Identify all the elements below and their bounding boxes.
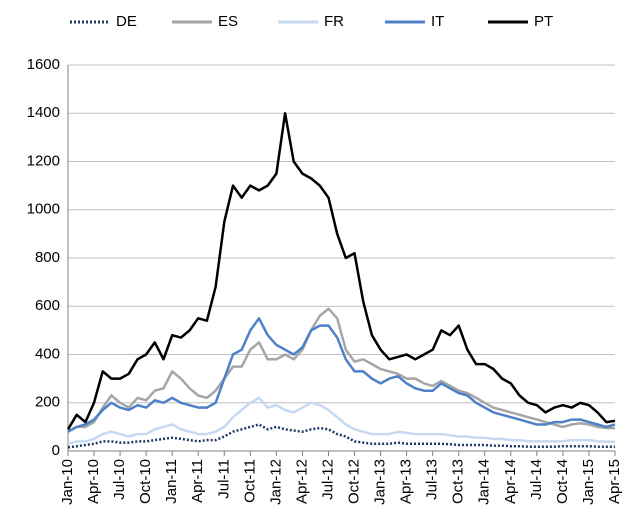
series-line	[67, 307, 615, 433]
series-line	[67, 396, 615, 446]
x-tick-label: Jan-12	[267, 459, 284, 505]
x-tick-label: Jan-10	[59, 459, 76, 505]
x-tick-label: Apr-12	[293, 459, 310, 504]
x-tick-label: Apr-10	[85, 459, 102, 504]
y-tick-label: 1600	[27, 56, 60, 73]
x-tick-label: Apr-13	[398, 459, 415, 504]
x-tick-label: Oct-14	[554, 459, 571, 504]
x-tick-label: Jul-11	[215, 459, 232, 499]
x-tick-label: Jan-15	[580, 459, 597, 505]
y-tick-label: 1200	[27, 152, 60, 169]
y-tick-label: 600	[35, 297, 60, 314]
x-tick-label: Jan-11	[163, 459, 180, 504]
x-tick-label: Apr-15	[606, 459, 623, 504]
x-tick-label: Jul-13	[424, 459, 441, 500]
y-tick-label: 400	[35, 345, 60, 362]
x-tick-label: Oct-13	[450, 459, 467, 504]
x-tick-label: Jul-10	[111, 459, 128, 500]
y-tick-label: 200	[35, 394, 60, 411]
x-tick-label: Jan-13	[372, 459, 389, 505]
x-tick-label: Oct-10	[137, 459, 154, 504]
series-line	[67, 317, 616, 433]
series-line	[67, 423, 615, 449]
legend-label: DE	[116, 13, 137, 30]
x-tick-label: Oct-12	[345, 459, 362, 504]
legend-label: PT	[534, 13, 553, 30]
legend-label: IT	[431, 13, 444, 30]
x-tick-label: Jan-14	[476, 459, 493, 505]
x-tick-label: Oct-11	[241, 459, 258, 503]
y-tick-label: 1400	[27, 104, 60, 121]
y-tick-label: 800	[35, 249, 60, 266]
x-tick-label: Jul-14	[528, 459, 545, 500]
x-tick-label: Apr-11	[189, 459, 206, 503]
legend-label: FR	[324, 13, 344, 30]
legend-label: ES	[218, 13, 238, 30]
x-tick-label: Jul-12	[319, 459, 336, 500]
y-tick-label: 1000	[27, 201, 60, 218]
series-line	[66, 112, 616, 430]
x-tick-label: Apr-14	[502, 459, 519, 504]
y-tick-label: 0	[52, 442, 60, 459]
